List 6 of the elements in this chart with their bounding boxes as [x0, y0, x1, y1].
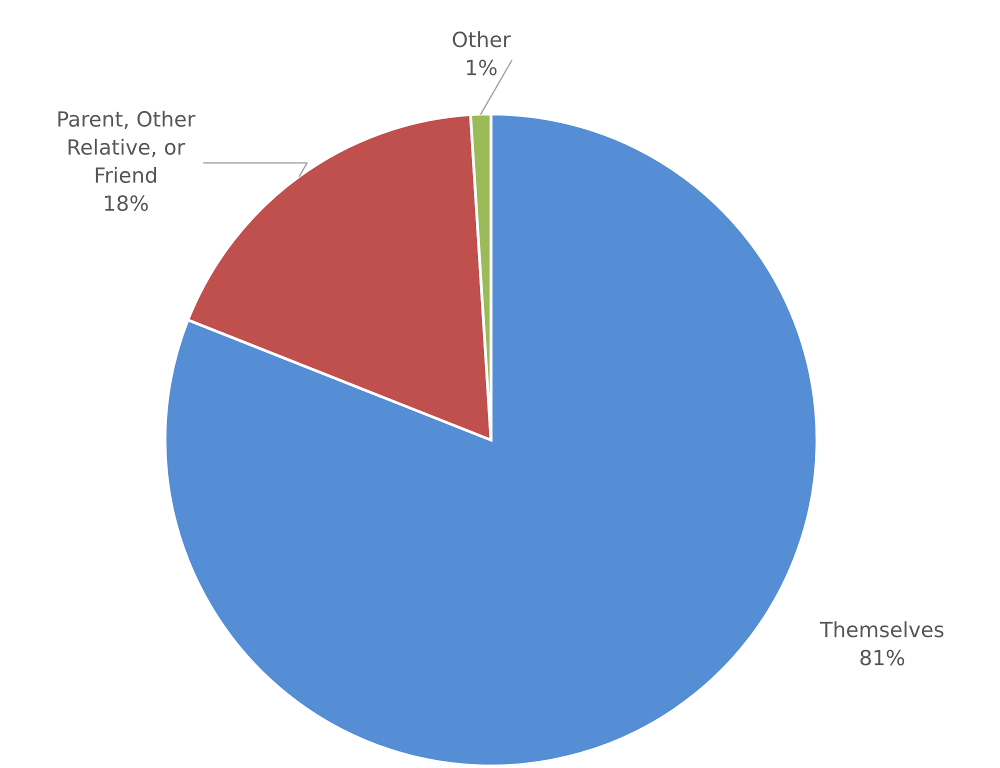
data-label: 81% — [860, 650, 904, 666]
slice-label: Parent, Other Relative, or Friend — [58, 110, 196, 183]
slice-label: Themselves — [820, 621, 944, 638]
data-label: 1% — [466, 60, 497, 76]
data-label: 18% — [105, 195, 148, 212]
slice-label: Other — [452, 31, 511, 48]
